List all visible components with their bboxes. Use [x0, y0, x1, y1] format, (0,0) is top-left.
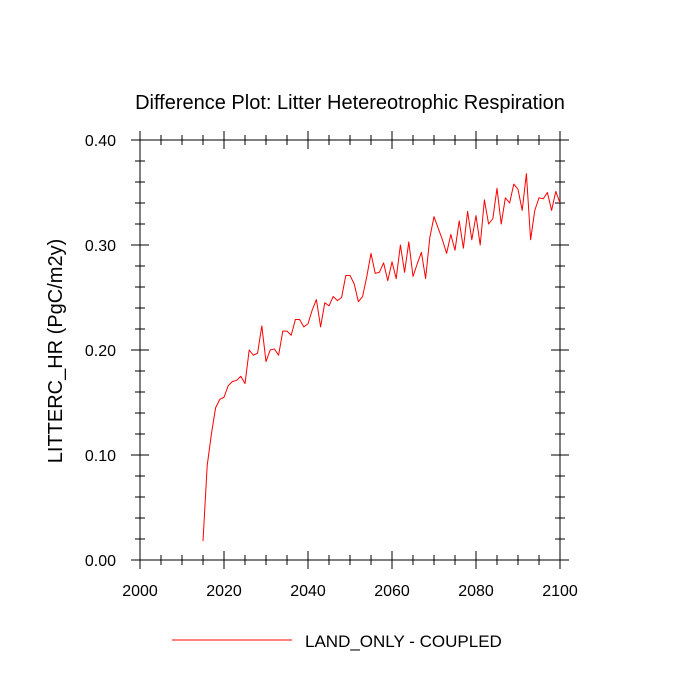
- chart-title: Difference Plot: Litter Hetereotrophic R…: [135, 92, 565, 114]
- x-tick-label: 2000: [122, 583, 158, 600]
- x-tick-label: 2080: [458, 583, 494, 600]
- legend: LAND_ONLY - COUPLED: [172, 632, 502, 651]
- axis-ticks: [131, 131, 569, 569]
- y-tick-label: 0.10: [85, 448, 116, 465]
- x-tick-label: 2040: [290, 583, 326, 600]
- y-tick-label: 0.30: [85, 238, 116, 255]
- legend-label: LAND_ONLY - COUPLED: [305, 632, 502, 651]
- y-tick-label: 0.40: [85, 133, 116, 150]
- y-tick-label: 0.00: [85, 553, 116, 570]
- y-tick-label: 0.20: [85, 343, 116, 360]
- x-tick-label: 2020: [206, 583, 242, 600]
- series-line: [202, 173, 561, 542]
- y-axis-label: LITTERC_HR (PgC/m2y): [45, 239, 67, 463]
- tick-labels: 2000 2020 2040 2060 2080 2100 0.00 0.10 0.20 0.30…: [85, 133, 578, 600]
- plot-frame: [139, 139, 561, 561]
- x-tick-label: 2100: [542, 583, 578, 600]
- series-layer: [202, 173, 561, 542]
- x-tick-label: 2060: [374, 583, 410, 600]
